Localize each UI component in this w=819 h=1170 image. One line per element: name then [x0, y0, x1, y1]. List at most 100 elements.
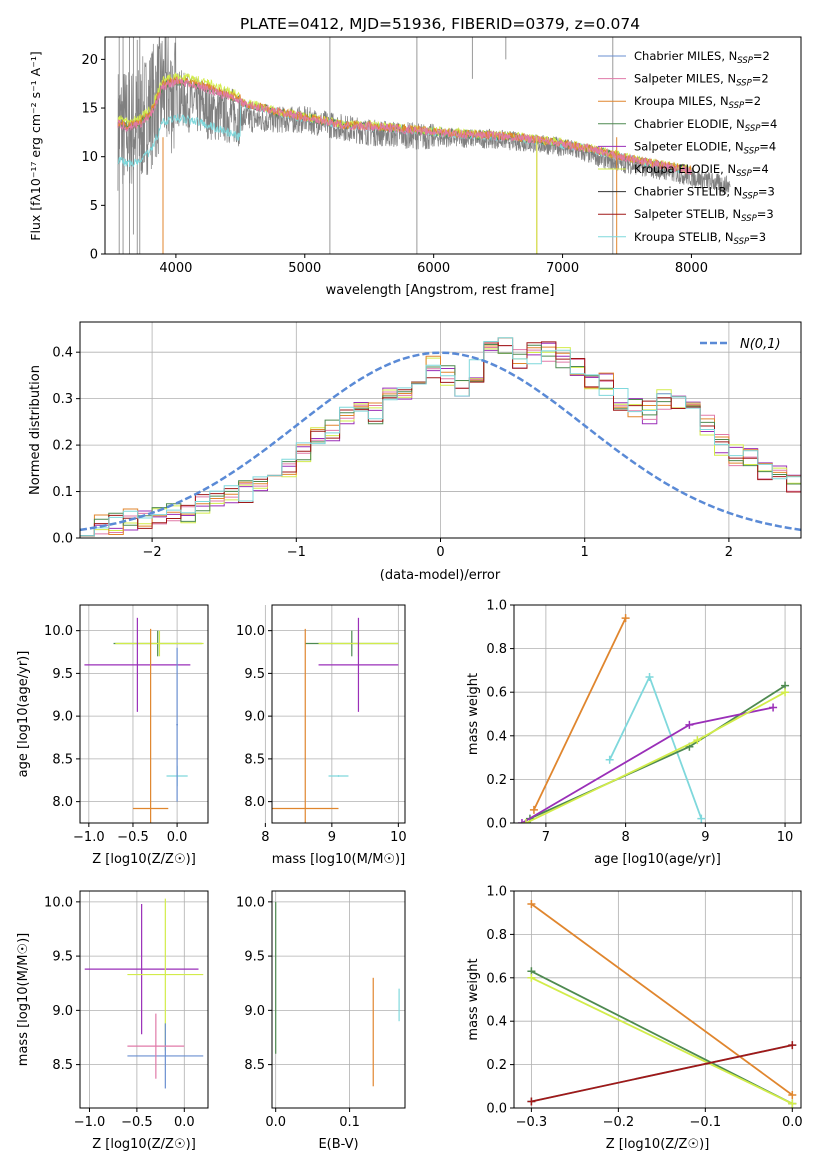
- residual-steps: [80, 337, 801, 537]
- x-tick-label: 2: [725, 545, 733, 560]
- legend-label: Kroupa STELIB, NSSP=3: [634, 230, 766, 247]
- x-tick-label: −1.0: [74, 1115, 106, 1130]
- panel-xlabel: Z [log10(Z/Z☉)]: [606, 1137, 710, 1152]
- panel-mass-vs-Z: −1.0 −0.5 0.0 8.5 9.0 9.5 10.0 Z [log10(Z/Z☉)] m…: [16, 890, 209, 1152]
- panel-marks: [517, 614, 790, 823]
- panel-ylabel: mass weight: [466, 958, 481, 1040]
- panel-xlabel: age [log10(age/yr)]: [594, 852, 721, 867]
- panel-frame: [513, 890, 802, 1109]
- series-point: [521, 819, 530, 823]
- series-point: [621, 614, 630, 623]
- series-line: [529, 684, 786, 820]
- y-tick-label: 9.0: [244, 710, 265, 725]
- figure-title: PLATE=0412, MJD=51936, FIBERID=0379, z=0…: [240, 15, 640, 33]
- y-tick-label: 0.8: [486, 642, 507, 657]
- gaussian-curve: [80, 351, 801, 532]
- panel-mass-vs-ebv: 0.0 0.1 8.5 9.0 9.5 10.0 E(B-V): [236, 890, 406, 1152]
- y-tick-label: 9.0: [244, 1004, 265, 1019]
- panel-frame: [271, 890, 406, 1109]
- panel-mass-weight-vs-age: 7 8 9 10 0.0 0.2 0.4 0.6 0.8 1.0 age [log10(age/yr…: [466, 599, 802, 867]
- y-tick-label: 8.5: [244, 752, 265, 767]
- series-point: [527, 1097, 536, 1106]
- y-tick-label: 9.0: [52, 710, 73, 725]
- x-tick-label: 6000: [417, 261, 450, 276]
- panel-xlabel: E(B-V): [318, 1137, 358, 1152]
- y-tick-label: 10.0: [236, 895, 265, 910]
- series-point: [605, 755, 614, 764]
- series-point: [788, 1090, 797, 1099]
- x-tick-label: 4000: [159, 261, 192, 276]
- panel-marks: [527, 900, 797, 1108]
- legend-label: Kroupa ELODIE, NSSP=4: [634, 162, 769, 179]
- x-tick-label: 0.0: [174, 1115, 195, 1130]
- panel-frame: [79, 890, 209, 1109]
- series-line: [530, 903, 793, 1096]
- y-tick-label: 0.6: [486, 686, 507, 701]
- spectrum-frame: [104, 36, 802, 255]
- y-tick-label: 0.2: [52, 439, 73, 454]
- residuals-xlabel: (data-model)/error: [380, 568, 501, 583]
- x-tick-label: 1: [581, 545, 589, 560]
- y-tick-label: 1.0: [486, 599, 507, 614]
- x-tick-label: 8000: [675, 261, 708, 276]
- y-tick-label: 0.6: [486, 971, 507, 986]
- panel-marks: [275, 901, 400, 1087]
- x-tick-label: 8: [621, 830, 629, 845]
- spectrum-ylabel: Flux [fλ10⁻¹⁷ erg cm⁻² s⁻¹ A⁻¹]: [28, 51, 43, 240]
- legend-label: Kroupa MILES, NSSP=2: [634, 94, 761, 111]
- series-line: [531, 976, 793, 1105]
- series-line: [531, 1044, 793, 1103]
- series-line: [530, 970, 793, 1105]
- residuals-ylabel: Normed distribution: [28, 365, 43, 495]
- x-tick-label: −0.5: [117, 830, 149, 845]
- x-tick-label: −0.3: [516, 1115, 548, 1130]
- y-tick-label: 0.8: [486, 928, 507, 943]
- y-tick-label: 10: [81, 150, 98, 165]
- panel-ylabel: age [log10(age/yr)]: [16, 651, 31, 778]
- y-tick-label: 0.2: [486, 773, 507, 788]
- series-point: [693, 736, 702, 745]
- series-point: [781, 688, 790, 697]
- y-tick-label: 0.2: [486, 1058, 507, 1073]
- residuals-frame: [79, 321, 802, 539]
- panel-xlabel: Z [log10(Z/Z☉)]: [92, 852, 196, 867]
- y-tick-label: 9.5: [244, 950, 265, 965]
- panel-ylabel: mass weight: [466, 673, 481, 755]
- x-tick-label: 7000: [546, 261, 579, 276]
- x-tick-label: −1.0: [73, 830, 105, 845]
- legend-gaussian-label: N(0,1): [740, 337, 781, 352]
- x-tick-label: 0.1: [339, 1115, 360, 1130]
- x-tick-label: 5000: [288, 261, 321, 276]
- x-tick-label: −0.2: [603, 1115, 635, 1130]
- x-tick-label: −1: [287, 545, 306, 560]
- y-tick-label: 8.0: [52, 795, 73, 810]
- panel-age-vs-Z: −1.0 −0.5 0.0 8.0 8.5 9.0 9.5 10.0 Z [log10(Z/Z☉…: [16, 604, 209, 867]
- residual-hist-salpeter_miles: [80, 345, 801, 537]
- series-point: [645, 672, 654, 681]
- series-point: [697, 814, 706, 823]
- panel-residuals: −2 −1 0 1 2 0.0 0.1 0.2 0.3 0.4 (data-model)/erro…: [28, 321, 802, 583]
- y-tick-label: 5: [90, 199, 98, 214]
- y-tick-label: 0.0: [52, 532, 73, 547]
- series-line: [525, 691, 786, 823]
- y-tick-label: 0.0: [486, 817, 507, 832]
- x-tick-label: 8: [261, 830, 269, 845]
- model-spectrum-salpeter_miles: [117, 77, 692, 176]
- y-tick-label: 8.5: [244, 1058, 265, 1073]
- panel-ylabel: mass [log10(M/M☉)]: [16, 933, 31, 1066]
- y-tick-label: 1.0: [486, 885, 507, 900]
- y-tick-label: 8.5: [52, 1058, 73, 1073]
- series-point: [788, 1099, 797, 1108]
- y-tick-label: 9.5: [244, 667, 265, 682]
- y-tick-label: 0.1: [52, 485, 73, 500]
- y-tick-label: 0: [90, 248, 98, 263]
- x-tick-label: 9: [701, 830, 709, 845]
- x-tick-label: 10: [390, 830, 407, 845]
- series-point: [769, 703, 778, 712]
- y-tick-label: 0.3: [52, 392, 73, 407]
- panel-frame: [513, 604, 802, 824]
- series-line: [533, 617, 627, 811]
- panel-frame: [271, 604, 406, 824]
- residuals-legend: N(0,1): [700, 337, 781, 352]
- y-tick-label: 20: [81, 53, 98, 68]
